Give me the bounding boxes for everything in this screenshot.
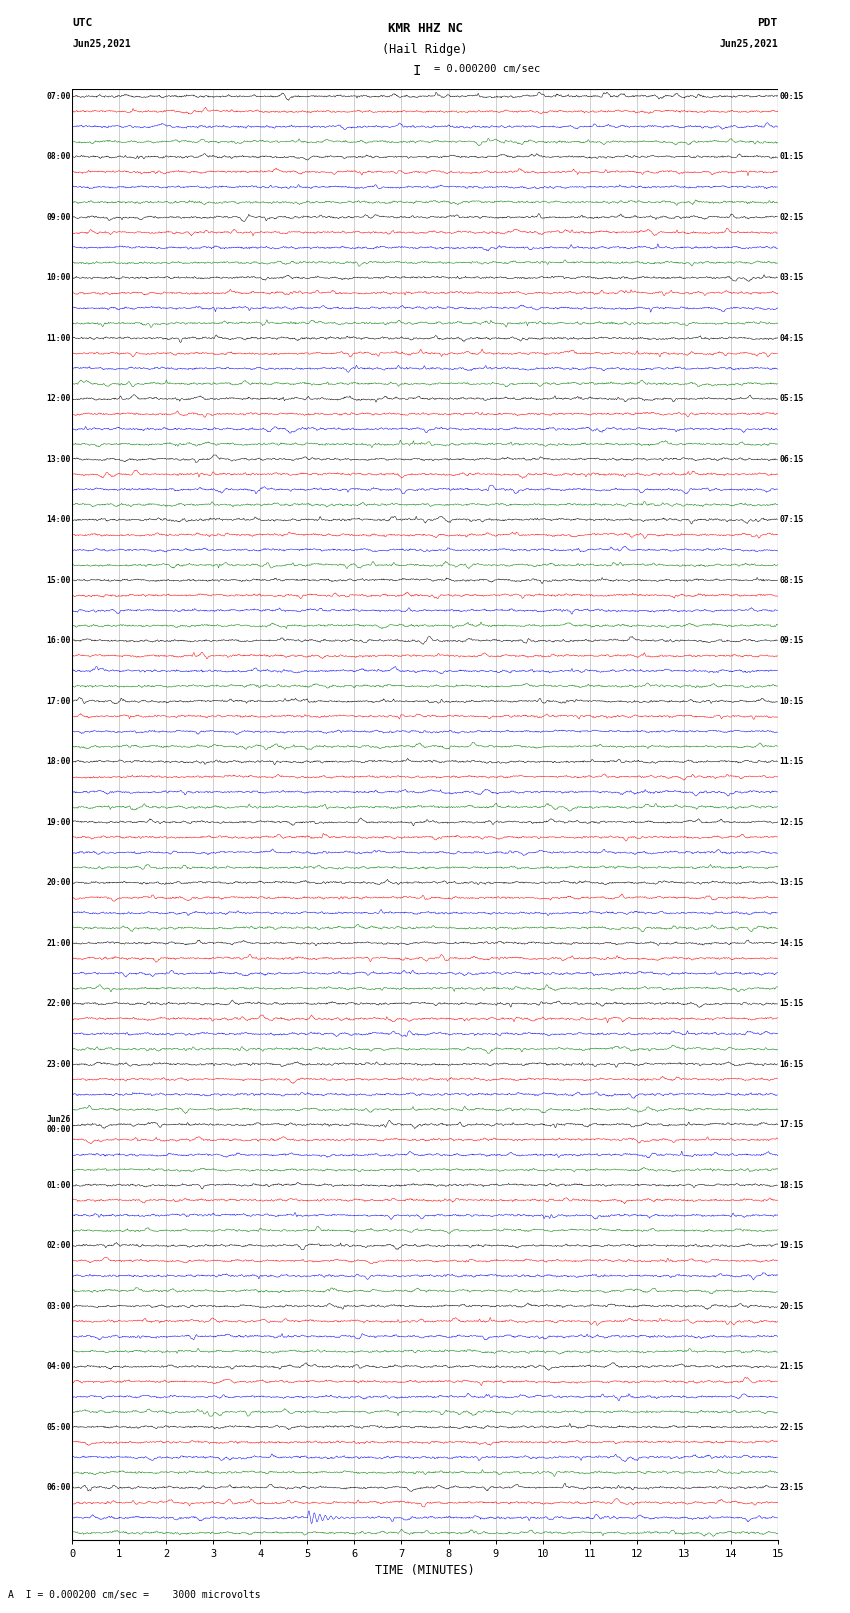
Text: 16:00: 16:00 bbox=[47, 636, 71, 645]
Text: A  I = 0.000200 cm/sec =    3000 microvolts: A I = 0.000200 cm/sec = 3000 microvolts bbox=[8, 1590, 261, 1600]
Text: 09:00: 09:00 bbox=[47, 213, 71, 221]
Text: 15:15: 15:15 bbox=[779, 998, 803, 1008]
Text: 21:00: 21:00 bbox=[47, 939, 71, 947]
Text: 14:15: 14:15 bbox=[779, 939, 803, 947]
Text: 09:15: 09:15 bbox=[779, 636, 803, 645]
Text: 19:00: 19:00 bbox=[47, 818, 71, 826]
Text: 01:15: 01:15 bbox=[779, 152, 803, 161]
Text: 12:00: 12:00 bbox=[47, 394, 71, 403]
Text: I: I bbox=[412, 65, 421, 77]
Text: 18:00: 18:00 bbox=[47, 756, 71, 766]
Text: 23:15: 23:15 bbox=[779, 1482, 803, 1492]
Text: 22:00: 22:00 bbox=[47, 998, 71, 1008]
Text: 07:15: 07:15 bbox=[779, 515, 803, 524]
Text: (Hail Ridge): (Hail Ridge) bbox=[382, 44, 468, 56]
Text: 11:15: 11:15 bbox=[779, 756, 803, 766]
Text: 22:15: 22:15 bbox=[779, 1423, 803, 1431]
Text: PDT: PDT bbox=[757, 18, 778, 27]
Text: 04:00: 04:00 bbox=[47, 1361, 71, 1371]
Text: 15:00: 15:00 bbox=[47, 576, 71, 584]
Text: 10:15: 10:15 bbox=[779, 697, 803, 705]
Text: 17:15: 17:15 bbox=[779, 1119, 803, 1129]
Text: 20:00: 20:00 bbox=[47, 877, 71, 887]
Text: 16:15: 16:15 bbox=[779, 1060, 803, 1068]
Text: 04:15: 04:15 bbox=[779, 334, 803, 342]
Text: 02:00: 02:00 bbox=[47, 1240, 71, 1250]
Text: 13:15: 13:15 bbox=[779, 877, 803, 887]
Text: 08:00: 08:00 bbox=[47, 152, 71, 161]
Text: 08:15: 08:15 bbox=[779, 576, 803, 584]
Text: 14:00: 14:00 bbox=[47, 515, 71, 524]
Text: Jun26
00:00: Jun26 00:00 bbox=[47, 1115, 71, 1134]
Text: 12:15: 12:15 bbox=[779, 818, 803, 826]
Text: 13:00: 13:00 bbox=[47, 455, 71, 463]
Text: UTC: UTC bbox=[72, 18, 93, 27]
Text: 03:15: 03:15 bbox=[779, 273, 803, 282]
X-axis label: TIME (MINUTES): TIME (MINUTES) bbox=[375, 1563, 475, 1576]
Text: 05:00: 05:00 bbox=[47, 1423, 71, 1431]
Text: 03:00: 03:00 bbox=[47, 1302, 71, 1310]
Text: = 0.000200 cm/sec: = 0.000200 cm/sec bbox=[434, 65, 540, 74]
Text: 06:00: 06:00 bbox=[47, 1482, 71, 1492]
Text: 01:00: 01:00 bbox=[47, 1181, 71, 1189]
Text: 19:15: 19:15 bbox=[779, 1240, 803, 1250]
Text: 21:15: 21:15 bbox=[779, 1361, 803, 1371]
Text: 11:00: 11:00 bbox=[47, 334, 71, 342]
Text: 10:00: 10:00 bbox=[47, 273, 71, 282]
Text: 17:00: 17:00 bbox=[47, 697, 71, 705]
Text: Jun25,2021: Jun25,2021 bbox=[72, 39, 131, 48]
Text: 05:15: 05:15 bbox=[779, 394, 803, 403]
Text: KMR HHZ NC: KMR HHZ NC bbox=[388, 23, 462, 35]
Text: 06:15: 06:15 bbox=[779, 455, 803, 463]
Text: 23:00: 23:00 bbox=[47, 1060, 71, 1068]
Text: Jun25,2021: Jun25,2021 bbox=[719, 39, 778, 48]
Text: 00:15: 00:15 bbox=[779, 92, 803, 100]
Text: 07:00: 07:00 bbox=[47, 92, 71, 100]
Text: 02:15: 02:15 bbox=[779, 213, 803, 221]
Text: 18:15: 18:15 bbox=[779, 1181, 803, 1189]
Text: 20:15: 20:15 bbox=[779, 1302, 803, 1310]
